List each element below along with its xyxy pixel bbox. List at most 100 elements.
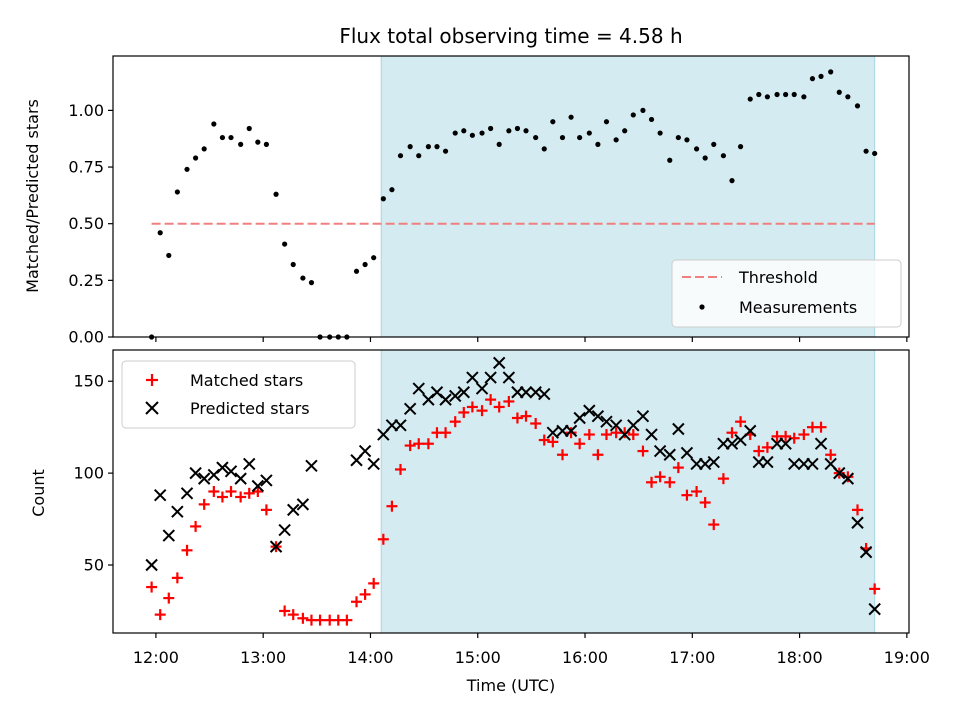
measurement-point [461,128,467,134]
measurement-point [184,166,190,172]
matched-star-point [154,609,166,621]
predicted-star-point [492,356,506,370]
predicted-star-point [734,433,747,447]
x-tick-label: 19:00 [884,648,930,667]
measurement-point [684,137,690,143]
measurement-point [818,73,824,79]
predicted-star-point [305,459,318,472]
matched-star-point [530,418,542,430]
matched-star-point [386,500,398,512]
predicted-star-point [600,415,613,428]
predicted-star-point [645,428,658,441]
legend-matched-label: Matched stars [190,371,303,390]
matched-star-point [717,473,729,485]
measurement-point [613,137,619,143]
matched-star-point [547,436,559,448]
matched-star-point [672,462,684,474]
measurement-point [166,252,172,259]
x-tick-label: 14:00 [347,648,393,667]
measurement-point [362,261,368,268]
matched-star-point [422,438,434,450]
matched-star-point [485,394,497,406]
matched-star-point [466,401,478,413]
predicted-star-point [403,402,417,416]
matched-star-point [565,427,577,439]
measurement-point [675,134,681,141]
matched-star-point [225,486,237,497]
predicted-star-point [145,558,158,572]
measurement-point [442,148,449,154]
measurement-point [380,196,386,202]
matched-star-point [574,438,586,450]
top-y-tick-label: 0.00 [68,328,104,347]
matched-star-point [726,427,738,439]
measurement-point [282,241,288,247]
top-axes-frame [112,55,910,338]
measurement-point [737,144,744,150]
measurement-point [729,178,735,184]
predicted-star-point [243,457,256,471]
x-tick-label: 16:00 [562,648,608,667]
measurement-point [630,112,636,118]
matched-star-point [780,430,792,442]
matched-star-point [458,406,470,418]
measurement-point [157,230,163,236]
predicted-stars-points [145,356,881,616]
measurement-point [201,146,207,152]
measurement-point [720,153,727,159]
predicted-star-point [484,371,497,384]
measurement-points [149,69,878,340]
x-tick-label: 13:00 [240,648,286,667]
bottom-y-tick-label: 150 [73,372,104,391]
matched-star-point [181,544,193,556]
x-tick-label: 17:00 [669,648,715,667]
matched-star-point [395,463,407,475]
matched-star-point [798,429,810,441]
predicted-star-point [296,498,310,511]
predicted-star-point [538,387,551,401]
measurement-point [533,134,539,141]
bottom-y-axis: 50 100 150 [73,372,113,575]
predicted-star-point [761,455,774,469]
predicted-star-point [269,540,283,553]
matched-star-point [699,497,711,509]
matched-star-point [556,449,568,461]
predicted-star-point [564,424,578,438]
measurement-point [667,157,673,163]
predicted-star-point [591,409,605,423]
measurement-point [774,91,780,98]
measurement-point [238,141,244,147]
predicted-star-point [189,466,202,480]
legend-matched-swatch [146,374,158,386]
measurement-point [863,148,869,154]
measurement-point [836,89,842,95]
measurement-point [219,134,226,141]
matched-star-point [449,416,461,428]
x-axis-label: Time (UTC) [466,676,555,695]
measurement-point [791,91,797,98]
bottom-y-tick-label: 100 [73,464,104,483]
matched-star-point [243,487,255,499]
predicted-star-point [680,446,694,460]
matched-star-point [198,498,210,510]
measurement-point [801,94,807,100]
predicted-star-point [814,437,828,450]
predicted-star-point [197,472,211,485]
matched-star-point [753,445,765,457]
measurement-point [434,144,440,150]
measurement-point [622,128,628,134]
predicted-star-point [475,382,489,395]
predicted-star-point [672,422,685,436]
matched-star-point [852,504,864,516]
measurement-point [174,189,180,195]
measurement-point [255,139,261,145]
matched-star-point [279,605,291,617]
x-tick-label: 12:00 [133,648,179,667]
predicted-star-point [162,529,175,542]
measurement-point [452,130,458,136]
measurement-point [693,146,700,152]
predicted-star-point [663,448,676,461]
matched-star-point [163,592,175,604]
